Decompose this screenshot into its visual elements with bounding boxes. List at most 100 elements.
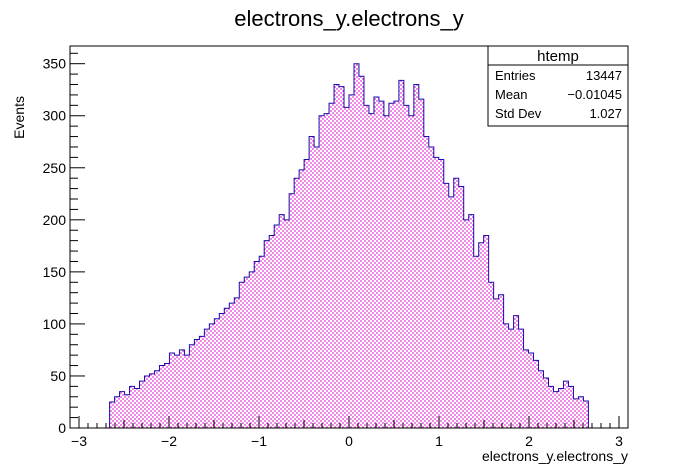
x-tick-label: −3 (71, 433, 87, 449)
histogram-bar (398, 80, 405, 428)
histogram-bar (219, 313, 225, 428)
histogram-bar (309, 136, 315, 428)
histogram-bar (174, 355, 180, 428)
histogram-bar (568, 386, 574, 428)
histogram-bar (199, 336, 205, 428)
histogram-bar (264, 240, 270, 428)
histogram-bar (523, 349, 529, 428)
x-tick-label: −1 (251, 433, 267, 449)
histogram-bar (134, 388, 140, 428)
histogram-bar (274, 225, 280, 428)
histogram-bar (478, 242, 484, 428)
x-tick-label: 0 (345, 433, 353, 449)
stats-stddev-value: 1.027 (589, 106, 622, 121)
histogram-bar (254, 261, 260, 428)
histogram-bar (448, 196, 455, 428)
histogram-bar (548, 386, 554, 428)
histogram-bar (299, 169, 305, 429)
histogram-bar (294, 178, 300, 428)
x-axis-ticks: −3 −2 −1 0 1 2 3 (71, 416, 623, 449)
y-axis-ticks: 0 50 100 150 200 250 300 350 (43, 52, 85, 436)
histogram-bar (533, 360, 539, 428)
histogram-bar (428, 146, 435, 428)
histogram-bar (339, 86, 345, 428)
stats-mean-label: Mean (495, 87, 528, 102)
histogram-bar (124, 394, 130, 428)
histogram-bar (503, 323, 509, 428)
histogram-bar (493, 298, 499, 428)
histogram-bar (129, 386, 135, 428)
histogram-bar (433, 157, 440, 428)
histogram-bar (453, 178, 460, 428)
histogram-bar (488, 282, 494, 428)
y-tick-label: 50 (50, 368, 66, 384)
histogram-bar (498, 294, 504, 428)
x-axis-label: electrons_y.electrons_y (482, 448, 628, 464)
y-tick-label: 250 (43, 160, 67, 176)
histogram-bar (473, 256, 479, 428)
histogram-bar (508, 329, 514, 428)
histogram-bar (214, 318, 220, 428)
histogram-bar (443, 183, 450, 428)
histogram-bar (319, 115, 325, 429)
histogram-bar (119, 391, 125, 428)
histogram-bars (109, 63, 589, 429)
x-tick-label: −2 (161, 433, 177, 449)
y-tick-label: 100 (43, 316, 67, 332)
histogram-bar (139, 381, 145, 428)
histogram-bar (204, 329, 210, 428)
y-tick-label: 150 (43, 264, 67, 280)
histogram-bar (528, 353, 534, 428)
histogram-bar (538, 370, 544, 428)
histogram-bar (458, 186, 465, 428)
histogram-bar (149, 373, 155, 428)
histogram-bar (378, 101, 385, 429)
x-tick-label: 1 (435, 433, 443, 449)
histogram-bar (324, 113, 330, 428)
histogram-bar (363, 105, 370, 428)
histogram-bar (269, 235, 275, 428)
stats-box: htemp Entries 13447 Mean −0.01045 Std De… (487, 45, 629, 127)
chart-title: electrons_y.electrons_y (234, 6, 464, 31)
histogram-bar (144, 375, 150, 428)
histogram-bar (518, 329, 524, 428)
histogram-bar (423, 136, 430, 428)
histogram-bar (388, 103, 395, 428)
histogram-outline (109, 63, 589, 428)
histogram-bar (334, 84, 340, 428)
histogram-bar (413, 84, 420, 428)
histogram-bar (558, 388, 564, 428)
histogram-bar (229, 303, 235, 428)
histogram-bar (179, 349, 185, 428)
stats-box-frame (487, 45, 629, 127)
histogram-bar (513, 315, 519, 428)
stats-entries-value: 13447 (586, 68, 622, 83)
x-tick-label: 2 (525, 433, 533, 449)
histogram-bar (114, 396, 120, 428)
histogram-bar (563, 381, 569, 428)
stats-entries-label: Entries (495, 68, 536, 83)
stats-mean-value: −0.01045 (567, 87, 622, 102)
histogram-bar (344, 107, 350, 428)
histogram-bar (463, 219, 469, 428)
y-axis-label: Events (11, 96, 27, 139)
histogram-bar (234, 297, 240, 428)
histogram-bar (358, 76, 365, 428)
histogram-bar (284, 219, 290, 428)
histogram-bar (159, 365, 165, 428)
y-tick-label: 200 (43, 212, 67, 228)
histogram-bar (403, 105, 410, 428)
histogram-bar (109, 401, 115, 428)
histogram-bar (383, 115, 390, 429)
histogram-bar (249, 271, 255, 428)
histogram-bar (368, 113, 375, 428)
histogram-bar (259, 256, 265, 428)
histogram-bar (573, 398, 579, 428)
histogram-bar (349, 94, 355, 429)
histogram-bar (468, 214, 474, 428)
histogram-bar (314, 146, 320, 428)
histogram-bar (169, 353, 175, 428)
histogram-bar (393, 101, 400, 429)
histogram-bar (553, 391, 559, 428)
